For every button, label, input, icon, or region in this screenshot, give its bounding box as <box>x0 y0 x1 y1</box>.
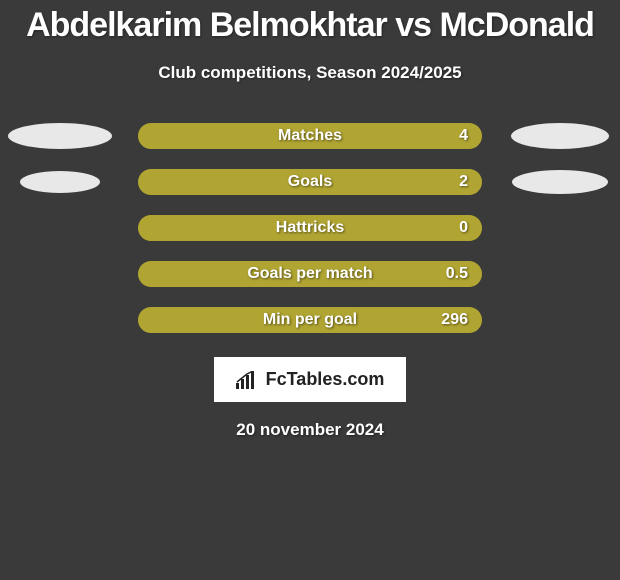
stat-value: 296 <box>441 311 468 329</box>
stat-bar: Min per goal 296 <box>138 307 482 333</box>
page-title: Abdelkarim Belmokhtar vs McDonald <box>26 6 594 45</box>
left-marker-slot <box>0 123 120 149</box>
stat-label: Goals per match <box>247 265 372 283</box>
stat-value: 4 <box>459 127 468 145</box>
stat-row: Min per goal 296 <box>0 307 620 333</box>
player-b-marker <box>512 170 608 194</box>
stat-bar: Goals per match 0.5 <box>138 261 482 287</box>
stat-bar: Hattricks 0 <box>138 215 482 241</box>
stat-bar: Goals 2 <box>138 169 482 195</box>
footer-date: 20 november 2024 <box>236 420 383 440</box>
comparison-infographic: Abdelkarim Belmokhtar vs McDonald Club c… <box>0 0 620 440</box>
player-a-marker <box>20 171 100 193</box>
stat-bar: Matches 4 <box>138 123 482 149</box>
stat-label: Min per goal <box>263 311 357 329</box>
stat-value: 0.5 <box>446 265 468 283</box>
stat-value: 2 <box>459 173 468 191</box>
stat-label: Matches <box>278 127 342 145</box>
stat-row: Goals per match 0.5 <box>0 261 620 287</box>
right-marker-slot <box>500 123 620 149</box>
stat-value: 0 <box>459 219 468 237</box>
player-a-marker <box>8 123 112 149</box>
stat-row: Goals 2 <box>0 169 620 195</box>
player-b-marker <box>511 123 609 149</box>
stat-row: Matches 4 <box>0 123 620 149</box>
stats-chart: Matches 4 Goals 2 Hattricks 0 Goals per match 0… <box>0 123 620 333</box>
stat-label: Goals <box>288 173 332 191</box>
page-subtitle: Club competitions, Season 2024/2025 <box>158 63 461 83</box>
stat-label: Hattricks <box>276 219 344 237</box>
brand-text: FcTables.com <box>266 369 385 390</box>
stat-row: Hattricks 0 <box>0 215 620 241</box>
right-marker-slot <box>500 170 620 194</box>
left-marker-slot <box>0 171 120 193</box>
brand-badge: FcTables.com <box>214 357 407 402</box>
bars-icon <box>236 371 258 389</box>
